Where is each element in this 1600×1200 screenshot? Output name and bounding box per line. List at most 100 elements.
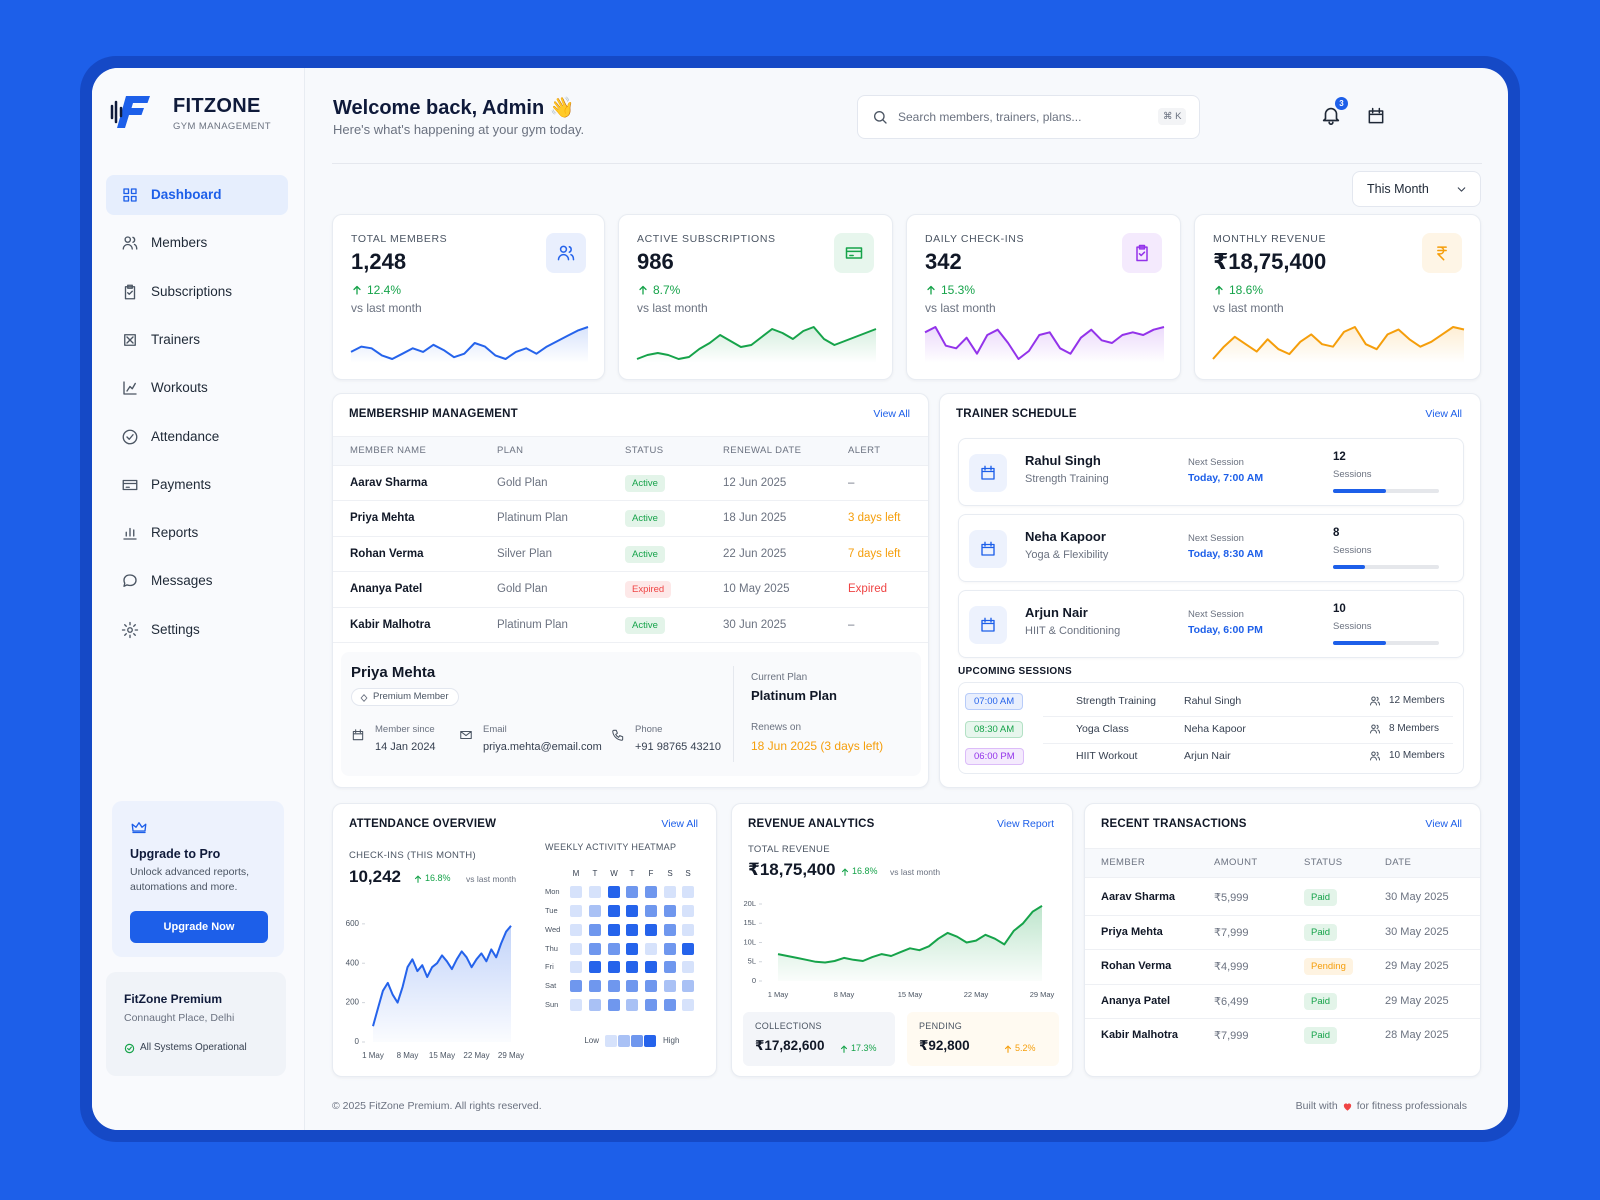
transaction-date: 29 May 2025 <box>1385 994 1449 1007</box>
session-trainer: Neha Kapoor <box>1184 722 1246 735</box>
built-with: Built with for fitness professionals <box>1296 1100 1467 1112</box>
chart-area <box>778 905 1042 981</box>
upgrade-text: Unlock advanced reports, automations and… <box>130 866 250 893</box>
nav-item[interactable]: Reports <box>106 513 288 553</box>
nav-label: Settings <box>151 621 200 637</box>
member-detail: Priya Mehta Premium Member Member since 14 … <box>341 652 921 776</box>
heatmap: M T W T F S S Mon Tue Wed Thu Fri Sat Sun Low High <box>545 869 694 1047</box>
card-link[interactable]: View Report <box>996 818 1054 830</box>
heatmap-cell <box>608 924 620 936</box>
change-arrow <box>927 285 935 295</box>
session-count: 12 <box>1333 451 1346 463</box>
upgrade-card: Upgrade to Pro Unlock advanced reports, a… <box>112 801 284 957</box>
heatmap-cell <box>664 999 676 1011</box>
heart-shape <box>1343 1102 1351 1111</box>
period-label: This Month <box>1367 182 1429 196</box>
y-tick-label: 20L <box>743 899 756 908</box>
card-link[interactable]: View All <box>873 408 910 420</box>
calendar-icon-shape <box>1368 107 1384 124</box>
session-members: 8 Members <box>1389 722 1440 734</box>
members-icon-shape <box>1370 724 1380 733</box>
logo-lines <box>110 100 123 124</box>
legend-low: Low <box>584 1036 599 1045</box>
status-badge: Active <box>625 616 665 634</box>
nav-label: Attendance <box>151 428 220 444</box>
stat-note: vs last month <box>637 301 708 315</box>
renewal-date: 12 Jun 2025 <box>723 477 787 489</box>
transaction-date: 29 May 2025 <box>1385 960 1449 972</box>
nav-item[interactable]: Settings <box>106 610 288 650</box>
period-dropdown[interactable]: This Month <box>1352 171 1481 207</box>
nav-item[interactable]: Subscriptions <box>106 272 288 312</box>
nav-label: Members <box>151 235 208 251</box>
table-row: Priya Mehta Platinum Plan Active 18 Jun 202… <box>333 501 928 537</box>
nav-item[interactable]: Members <box>106 223 288 263</box>
progress-fill <box>1333 641 1386 645</box>
member-badge: Premium Member <box>351 688 459 706</box>
heatmap-row: Wed <box>545 925 560 934</box>
column-header: STATUS <box>1304 857 1343 868</box>
card-link[interactable]: View All <box>1425 408 1462 420</box>
search-box[interactable]: Search members, trainers, plans... ⌘ K <box>857 95 1200 139</box>
next-time: Today, 6:00 PM <box>1188 624 1263 636</box>
built-suffix: for fitness professionals <box>1356 1100 1467 1112</box>
column-header: MEMBER <box>1101 857 1146 868</box>
transaction-status: Pending <box>1304 958 1353 975</box>
card-link[interactable]: View All <box>661 818 698 830</box>
chart: 0 5L 10L 15L 20L 1 May 8 May 15 May 22 May 29 May <box>743 899 1054 999</box>
change-arrow-shape <box>1004 1045 1012 1053</box>
nav-item[interactable]: Trainers <box>106 320 288 360</box>
change-value: 16.8% <box>425 873 451 883</box>
card-link[interactable]: View All <box>1425 818 1462 830</box>
member-name: Kabir Malhotra <box>350 618 431 631</box>
card-title: ATTENDANCE OVERVIEW <box>349 818 497 830</box>
nav-item[interactable]: Dashboard <box>106 175 288 215</box>
metric-note: vs last month <box>890 867 941 877</box>
session-count: 10 <box>1333 603 1346 615</box>
transaction-date: 28 May 2025 <box>1385 1029 1449 1041</box>
table-row: Aarav Sharma Gold Plan Active 12 Jun 2025 – <box>333 466 928 502</box>
renewal-alert: 3 days left <box>848 512 901 525</box>
transaction-member: Ananya Patel <box>1101 994 1171 1007</box>
next-label: Next Session <box>1188 533 1244 544</box>
heatmap-title: WEEKLY ACTIVITY HEATMAP <box>545 842 677 852</box>
x-tick-label: 8 May <box>397 1051 419 1060</box>
nav-item[interactable]: Payments <box>106 465 288 505</box>
heatmap-cell <box>664 961 676 973</box>
stat-icon-shape <box>1136 244 1148 262</box>
heatmap-cell <box>645 980 657 992</box>
member-name: Priya Mehta <box>350 512 415 525</box>
heatmap-cell <box>608 905 620 917</box>
card-title: TRAINER SCHEDULE <box>956 408 1077 420</box>
heatmap-row: Sat <box>545 981 557 990</box>
legend-high: High <box>663 1036 679 1045</box>
detail-value: priya.mehta@email.com <box>483 741 602 753</box>
card-title: REVENUE ANALYTICS <box>748 818 875 830</box>
change-arrow <box>840 1045 848 1053</box>
heatmap-cell <box>589 924 601 936</box>
nav-icon-shape <box>122 479 138 490</box>
chart: 0 200 400 600 1 May 8 May 15 May 22 May 29 May <box>346 919 524 1060</box>
bell-icon <box>1322 107 1340 125</box>
brand-name: FITZONE <box>173 95 261 117</box>
trainer-specialty: Strength Training <box>1025 473 1109 485</box>
notifications[interactable]: 3 <box>1320 97 1348 128</box>
nav-item[interactable]: Workouts <box>106 368 288 408</box>
calendar-button[interactable] <box>1366 106 1388 128</box>
stat-label: TOTAL MEMBERS <box>351 233 448 245</box>
table-row: Aarav Sharma ₹5,999 Paid 30 May 2025 <box>1085 881 1480 916</box>
table-row: Rohan Verma ₹4,999 Pending 29 May 2025 <box>1085 950 1480 985</box>
built-prefix: Built with <box>1295 1100 1338 1112</box>
x-tick-label: 15 May <box>898 990 923 999</box>
stat-note: vs last month <box>1213 301 1284 315</box>
heatmap-row: Tue <box>545 906 558 915</box>
column-header: STATUS <box>625 445 664 456</box>
nav-item[interactable]: Attendance <box>106 417 288 457</box>
detail-icon-shape <box>460 730 472 740</box>
nav-item[interactable]: Messages <box>106 561 288 601</box>
membership-card: MEMBERSHIP MANAGEMENT View All MEMBER NAME… <box>332 393 929 788</box>
badge-icon <box>360 694 368 702</box>
upgrade-button[interactable]: Upgrade Now <box>130 911 268 943</box>
x-tick-label: 8 May <box>834 990 855 999</box>
upcoming-title: UPCOMING SESSIONS <box>958 666 1073 677</box>
